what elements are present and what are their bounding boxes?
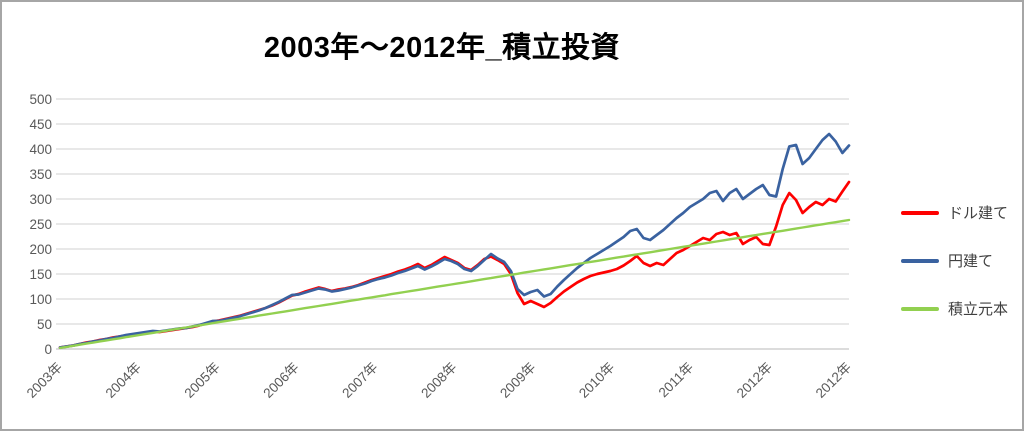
x-tick-label: 2005年 — [182, 360, 223, 401]
legend-item-principal: 積立元本 — [900, 298, 1008, 319]
y-tick-label: 100 — [29, 292, 52, 307]
y-tick-label: 0 — [44, 342, 52, 357]
legend: ドル建て 円建て 積立元本 — [900, 202, 1008, 319]
series-line-principal — [58, 218, 851, 350]
y-tick-label: 450 — [29, 117, 52, 132]
y-tick-label: 150 — [29, 267, 52, 282]
x-tick-label: 2004年 — [103, 360, 144, 401]
legend-line-red-icon — [900, 210, 939, 215]
legend-item-yen: 円建て — [900, 250, 1008, 271]
legend-line-green-icon — [900, 306, 939, 311]
x-tick-label: 2011年 — [656, 360, 697, 401]
x-tick-label: 2006年 — [260, 360, 301, 401]
legend-label-yen: 円建て — [947, 253, 993, 270]
y-tick-label: 350 — [29, 167, 52, 182]
x-tick-label: 2010年 — [576, 360, 617, 401]
y-tick-label: 200 — [29, 242, 52, 257]
x-tick-label: 2012年 — [734, 360, 775, 401]
y-tick-label: 250 — [29, 217, 52, 232]
chart-title: 2003年〜2012年_積立投資 — [263, 32, 621, 64]
legend-label-principal: 積立元本 — [947, 301, 1008, 318]
legend-line-blue-icon — [900, 258, 939, 263]
y-tick-label: 50 — [37, 317, 52, 332]
x-tick-label: 2007年 — [339, 360, 380, 401]
legend-label-dollar: ドル建て — [947, 205, 1008, 222]
y-tick-label: 400 — [29, 142, 52, 157]
series-line-dollar — [58, 180, 851, 349]
x-tick-label: 2012年 — [813, 360, 854, 401]
y-tick-label: 500 — [29, 92, 52, 107]
x-tick-label: 2008年 — [418, 360, 459, 401]
legend-item-dollar: ドル建て — [900, 202, 1008, 223]
x-tick-label: 2003年 — [24, 360, 65, 401]
y-tick-label: 300 — [29, 192, 52, 207]
series-line-yen — [58, 132, 851, 349]
x-tick-label: 2009年 — [497, 360, 538, 401]
